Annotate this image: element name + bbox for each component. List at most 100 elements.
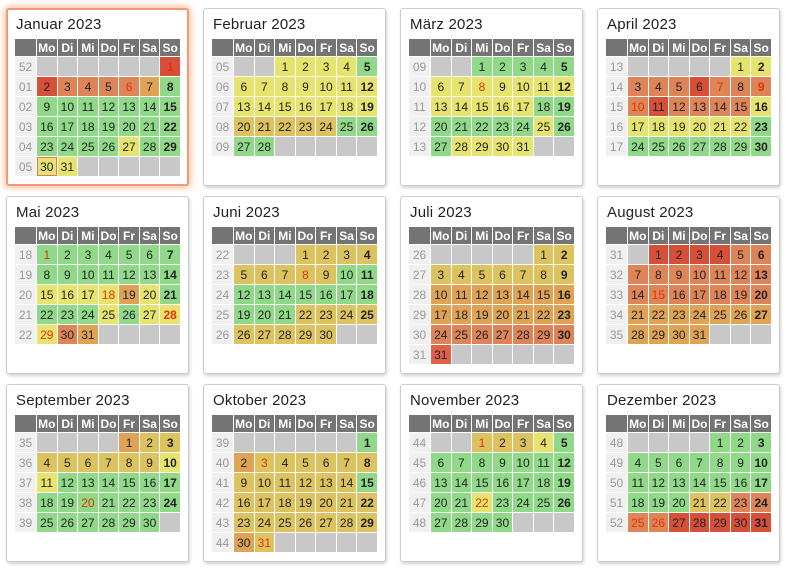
day-cell[interactable]: 26 — [234, 325, 254, 344]
day-cell[interactable]: 8 — [648, 265, 669, 284]
day-cell[interactable]: 19 — [98, 117, 119, 136]
day-cell[interactable]: 7 — [513, 265, 533, 284]
day-cell[interactable]: 14 — [513, 285, 533, 304]
day-cell[interactable]: 12 — [119, 265, 139, 284]
day-cell[interactable]: 10 — [316, 77, 336, 96]
day-cell[interactable]: 18 — [78, 117, 98, 136]
day-cell[interactable]: 13 — [689, 97, 710, 116]
day-cell[interactable]: 14 — [451, 97, 472, 116]
day-cell[interactable]: 3 — [316, 57, 336, 76]
day-cell[interactable]: 8 — [730, 77, 751, 96]
day-cell[interactable]: 4 — [451, 265, 472, 284]
day-cell[interactable]: 7 — [275, 265, 295, 284]
day-cell[interactable]: 24 — [751, 493, 771, 512]
day-cell[interactable]: 20 — [119, 117, 139, 136]
day-cell[interactable]: 16 — [492, 97, 513, 116]
day-cell[interactable]: 3 — [513, 433, 533, 452]
day-cell[interactable]: 15 — [710, 473, 730, 492]
day-cell[interactable]: 4 — [336, 57, 357, 76]
day-cell[interactable]: 19 — [730, 285, 751, 304]
day-cell[interactable]: 20 — [492, 305, 513, 324]
day-cell[interactable]: 28 — [336, 513, 357, 532]
day-cell[interactable]: 11 — [37, 473, 57, 492]
day-cell[interactable]: 8 — [160, 77, 180, 96]
day-cell[interactable]: 30 — [751, 137, 771, 156]
day-cell[interactable]: 7 — [451, 77, 472, 96]
day-cell[interactable]: 26 — [119, 305, 139, 324]
day-cell[interactable]: 14 — [254, 97, 275, 116]
day-cell[interactable]: 8 — [275, 77, 295, 96]
day-cell[interactable]: 1 — [533, 245, 554, 264]
day-cell[interactable]: 6 — [119, 77, 139, 96]
day-cell[interactable]: 28 — [710, 137, 730, 156]
day-cell[interactable]: 11 — [98, 265, 119, 284]
day-cell[interactable]: 21 — [513, 305, 533, 324]
day-cell[interactable]: 6 — [234, 77, 254, 96]
day-cell[interactable]: 22 — [472, 117, 492, 136]
day-cell[interactable]: 29 — [710, 513, 730, 532]
day-cell[interactable]: 6 — [431, 453, 451, 472]
day-cell[interactable]: 15 — [533, 285, 554, 304]
day-cell[interactable]: 11 — [628, 473, 648, 492]
day-cell[interactable]: 7 — [628, 265, 648, 284]
day-cell[interactable]: 3 — [336, 245, 357, 264]
day-cell[interactable]: 9 — [554, 265, 574, 284]
day-cell[interactable]: 18 — [628, 493, 648, 512]
day-cell[interactable]: 2 — [730, 433, 751, 452]
day-cell[interactable]: 21 — [689, 493, 710, 512]
day-cell[interactable]: 21 — [160, 285, 180, 304]
day-cell[interactable]: 23 — [234, 513, 254, 532]
day-cell[interactable]: 28 — [275, 325, 295, 344]
day-cell[interactable]: 28 — [254, 137, 275, 156]
day-cell[interactable]: 1 — [37, 245, 57, 264]
day-cell[interactable]: 2 — [669, 245, 689, 264]
day-cell[interactable]: 28 — [628, 325, 648, 344]
day-cell[interactable]: 10 — [160, 453, 180, 472]
day-cell[interactable]: 22 — [357, 493, 377, 512]
day-cell[interactable]: 16 — [669, 285, 689, 304]
day-cell[interactable]: 7 — [98, 453, 119, 472]
day-cell[interactable]: 29 — [533, 325, 554, 344]
day-cell[interactable]: 23 — [669, 305, 689, 324]
day-cell[interactable]: 26 — [669, 137, 689, 156]
day-cell[interactable]: 29 — [37, 325, 57, 344]
day-cell[interactable]: 18 — [336, 97, 357, 116]
day-cell[interactable]: 22 — [275, 117, 295, 136]
day-cell[interactable]: 15 — [648, 285, 669, 304]
day-cell[interactable]: 24 — [160, 493, 180, 512]
day-cell[interactable]: 19 — [57, 493, 78, 512]
day-cell[interactable]: 15 — [472, 473, 492, 492]
day-cell[interactable]: 10 — [254, 473, 275, 492]
day-cell[interactable]: 4 — [628, 453, 648, 472]
day-cell[interactable]: 2 — [37, 77, 57, 96]
day-cell[interactable]: 19 — [554, 473, 574, 492]
day-cell[interactable]: 29 — [295, 325, 316, 344]
day-cell[interactable]: 12 — [554, 453, 574, 472]
day-cell[interactable]: 30 — [57, 325, 78, 344]
day-cell[interactable]: 17 — [160, 473, 180, 492]
day-cell[interactable]: 30 — [730, 513, 751, 532]
day-cell[interactable]: 5 — [119, 245, 139, 264]
day-cell[interactable]: 24 — [78, 305, 98, 324]
day-cell[interactable]: 10 — [336, 265, 357, 284]
day-cell[interactable]: 18 — [451, 305, 472, 324]
day-cell[interactable]: 13 — [139, 265, 160, 284]
day-cell[interactable]: 9 — [669, 265, 689, 284]
day-cell[interactable]: 14 — [451, 473, 472, 492]
day-cell[interactable]: 11 — [710, 265, 730, 284]
day-cell[interactable]: 16 — [492, 473, 513, 492]
day-cell[interactable]: 10 — [431, 285, 451, 304]
day-cell[interactable]: 14 — [689, 473, 710, 492]
day-cell[interactable]: 19 — [669, 117, 689, 136]
day-cell[interactable]: 22 — [295, 305, 316, 324]
day-cell[interactable]: 11 — [451, 285, 472, 304]
day-cell[interactable]: 22 — [160, 117, 180, 136]
day-cell[interactable]: 14 — [275, 285, 295, 304]
day-cell[interactable]: 9 — [57, 265, 78, 284]
day-cell[interactable]: 26 — [472, 325, 492, 344]
day-cell[interactable]: 22 — [730, 117, 751, 136]
day-cell[interactable]: 23 — [492, 117, 513, 136]
day-cell[interactable]: 6 — [751, 245, 771, 264]
day-cell[interactable]: 23 — [37, 137, 57, 156]
day-cell[interactable]: 6 — [316, 453, 336, 472]
